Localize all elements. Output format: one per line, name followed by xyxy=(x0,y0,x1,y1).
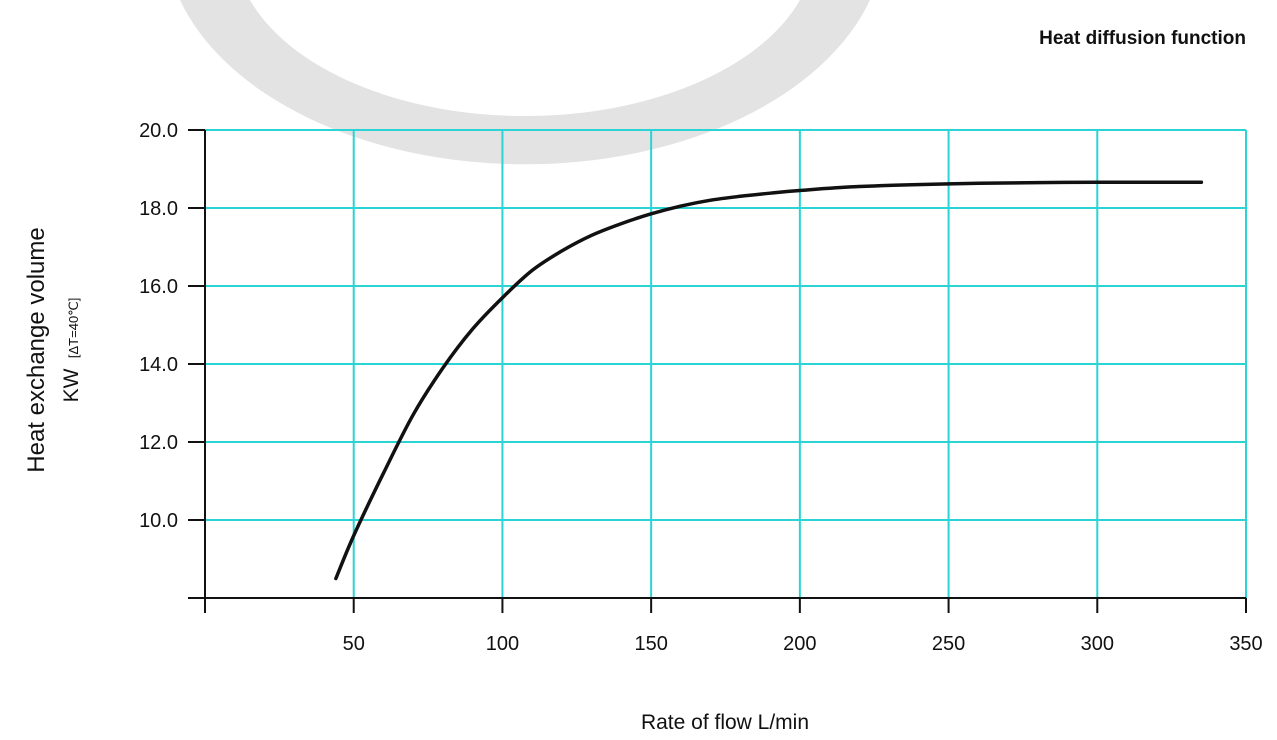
series-line-heat-exchange xyxy=(334,180,1204,581)
y-tick-label: 12.0 xyxy=(139,432,178,454)
y-tick-label: 16.0 xyxy=(139,276,178,298)
chart-grid xyxy=(205,129,1247,598)
y-tick-label: 18.0 xyxy=(139,198,178,220)
x-tick-label: 300 xyxy=(1081,633,1114,655)
chart-title: Heat diffusion function xyxy=(1039,28,1246,49)
x-tick-label: 150 xyxy=(634,633,667,655)
y-tick-label: 20.0 xyxy=(139,120,178,142)
x-tick-label: 50 xyxy=(343,633,365,655)
x-tick-label: 350 xyxy=(1229,633,1262,655)
x-tick-label: 100 xyxy=(486,633,519,655)
y-tick-label: 14.0 xyxy=(139,354,178,376)
y-axis-label: Heat exchange volume xyxy=(23,227,50,472)
y-axis-unit-line: KW [ΔT=40℃] xyxy=(60,298,83,403)
x-tick-label: 250 xyxy=(932,633,965,655)
x-tick-label: 200 xyxy=(783,633,816,655)
watermark-logo-arc xyxy=(180,0,870,165)
y-tick-label: 10.0 xyxy=(139,510,178,532)
x-axis-label: Rate of flow L/min xyxy=(641,711,809,734)
chart-series xyxy=(334,180,1204,581)
chart-ticks: 10.0 12.0 14.0 16.0 18.0 20.0 50 100 150 200 250 30… xyxy=(139,120,1263,655)
y-axis-condition: [ΔT=40℃] xyxy=(66,298,81,359)
y-axis-unit: KW xyxy=(60,368,83,402)
